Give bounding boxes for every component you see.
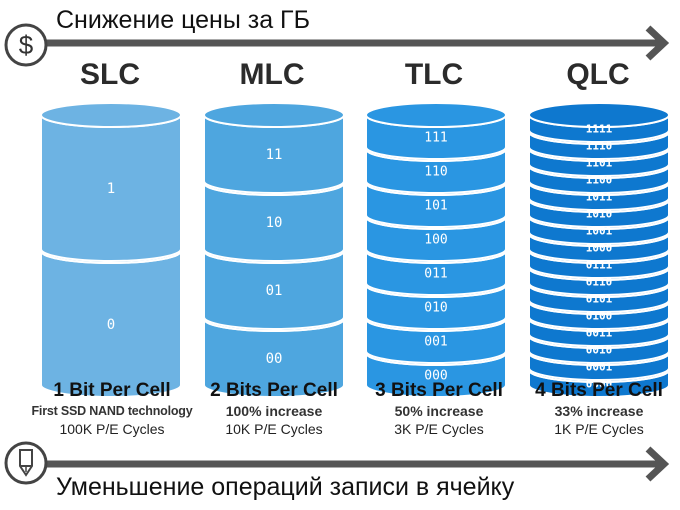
slc-description: 1 Bit Per Cell First SSD NAND technology… — [27, 380, 197, 438]
pencil-icon — [4, 441, 48, 485]
cell-value-label: 101 — [424, 199, 447, 214]
mlc-cycles: 10K P/E Cycles — [225, 421, 323, 437]
cell-value-label: 0 — [107, 317, 115, 333]
tlc-note: 50% increase — [394, 403, 484, 419]
slc-stack: 01 — [40, 102, 182, 398]
cell-value-label: 110 — [424, 165, 447, 180]
svg-text:$: $ — [19, 30, 34, 60]
qlc-bits-label: 4 Bits Per Cell — [535, 380, 663, 401]
slc-note: First SSD NAND technology — [31, 404, 193, 418]
price-title: Снижение цены за ГБ — [56, 6, 310, 34]
tlc-stack: 000 001 010 011 100 101 110 111 — [365, 102, 507, 398]
write-ops-arrow — [44, 446, 670, 482]
cell-value-label: 01 — [266, 283, 283, 299]
qlc-stack: 0000000100100011010001010110011110001001… — [528, 102, 670, 398]
tlc-title: TLC — [404, 58, 464, 91]
tlc-cycles: 3K P/E Cycles — [394, 421, 484, 437]
mlc-note: 100% increase — [225, 403, 323, 419]
cell-value-label: 100 — [424, 233, 447, 248]
mlc-bits-label: 2 Bits Per Cell — [210, 380, 338, 401]
price-arrow — [44, 25, 670, 61]
qlc-cycles: 1K P/E Cycles — [554, 421, 644, 437]
cell-value-label: 111 — [424, 131, 447, 146]
mlc-description: 2 Bits Per Cell 100% increase 10K P/E Cy… — [189, 380, 359, 438]
cell-value-label: 010 — [424, 301, 447, 316]
cell-value-label: 011 — [424, 267, 447, 282]
qlc-description: 4 Bits Per Cell 33% increase 1K P/E Cycl… — [514, 380, 680, 438]
qlc-note: 33% increase — [554, 403, 644, 419]
cell-disk-top — [203, 102, 345, 128]
cell-disk-top — [528, 102, 670, 128]
cell-disk-top — [365, 102, 507, 128]
cell-value-label: 00 — [266, 351, 283, 367]
qlc-title: QLC — [566, 58, 630, 91]
cell-value-label: 1111 — [586, 122, 613, 135]
tlc-bits-label: 3 Bits Per Cell — [375, 380, 503, 401]
tlc-description: 3 Bits Per Cell 50% increase 3K P/E Cycl… — [354, 380, 524, 438]
dollar-icon: $ — [4, 23, 48, 67]
mlc-stack: 00 01 10 11 — [203, 102, 345, 398]
cell-value-label: 10 — [266, 215, 283, 231]
cell-disk-top — [40, 102, 182, 128]
slc-bits-label: 1 Bit Per Cell — [53, 380, 171, 401]
cell-value-label: 1 — [107, 181, 115, 197]
cell-value-label: 001 — [424, 335, 447, 350]
cell-value-label: 000 — [424, 369, 447, 384]
cell-value-label: 11 — [266, 147, 283, 163]
slc-title: SLC — [80, 58, 140, 91]
write-ops-title: Уменьшение операций записи в ячейку — [56, 473, 515, 501]
slc-cycles: 100K P/E Cycles — [59, 421, 165, 437]
mlc-title: MLC — [239, 58, 305, 91]
